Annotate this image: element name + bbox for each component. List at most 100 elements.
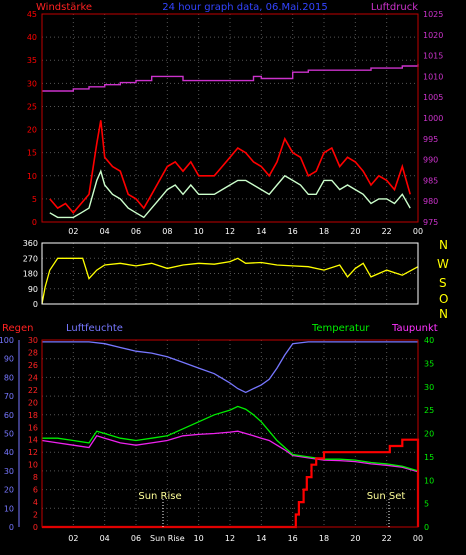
- rain-tick-label: 2: [33, 511, 38, 520]
- humidity-tick-label: 0: [9, 523, 14, 532]
- humidity-tick-label: 70: [4, 392, 14, 401]
- rain-tick-label: 12: [28, 448, 38, 457]
- wind-tick-label: 40: [27, 33, 37, 42]
- temperature-tick-label: 35: [424, 359, 434, 368]
- rain-axis-label: Regen: [2, 323, 34, 334]
- wind-tick-label: 25: [27, 102, 37, 111]
- humidity-tick-label: 100: [0, 336, 14, 345]
- compass-w: W: [437, 257, 449, 271]
- temperature-tick-label: 30: [424, 383, 434, 392]
- humidity-axis-label: Luftfeuchte: [66, 323, 123, 334]
- compass-o: O: [439, 292, 448, 306]
- panel3-series: [41, 341, 420, 529]
- rain-tick-label: 10: [28, 461, 38, 470]
- temperature-tick-label: 25: [424, 406, 434, 415]
- direction-tick-label: 180: [23, 270, 38, 279]
- time-tick-label: 22: [382, 227, 392, 236]
- wind-tick-label: 5: [32, 195, 37, 204]
- time-tick-label: 18: [319, 534, 329, 543]
- rain-line: [42, 438, 420, 529]
- compass-n-bottom: N: [439, 307, 448, 321]
- pressure-tick-label: 1010: [423, 72, 443, 81]
- panel1-frame: [41, 13, 419, 223]
- pressure-line: [42, 63, 419, 92]
- wind-speed-axis-label: Windstärke: [36, 2, 92, 13]
- rain-tick-label: 0: [33, 523, 38, 532]
- sun-rise-label: Sun Rise: [138, 491, 181, 502]
- wind-tick-label: 10: [27, 172, 37, 181]
- pressure-tick-label: 1025: [423, 10, 443, 19]
- dewpoint-axis-label: Taupunkt: [391, 323, 438, 334]
- temperature-tick-label: 40: [424, 336, 434, 345]
- humidity-tick-label: 20: [4, 486, 14, 495]
- time-tick-label: 12: [225, 534, 235, 543]
- panel1-series: [42, 63, 419, 219]
- wind-tick-label: 20: [27, 126, 37, 135]
- temperature-tick-label: 5: [424, 500, 429, 509]
- time-tick-label: 20: [350, 227, 360, 236]
- time-tick-label: 10: [194, 534, 204, 543]
- time-tick-label: 02: [68, 227, 78, 236]
- time-tick-label: 14: [256, 227, 266, 236]
- temperature-line: [42, 405, 419, 472]
- panel3-grid: [42, 339, 419, 528]
- time-tick-label: 22: [382, 534, 392, 543]
- panel2-grid: [42, 242, 419, 305]
- humidity-tick-label: 80: [4, 373, 14, 382]
- temperature-tick-label: 10: [424, 476, 434, 485]
- rain-tick-label: 18: [28, 411, 38, 420]
- compass-s: S: [439, 276, 447, 290]
- wind-tick-label: 45: [27, 10, 37, 19]
- humidity-tick-label: 40: [4, 448, 14, 457]
- time-tick-label: 12: [225, 227, 235, 236]
- pressure-axis-label: Luftdruck: [371, 2, 418, 13]
- panel1-ticks: 0510152025303540459759809859909951000100…: [27, 10, 444, 236]
- wind-average-line: [49, 169, 411, 219]
- time-tick-label: 04: [100, 227, 110, 236]
- panel-wind-pressure: Windstärke 24 hour graph data, 06.Mai.20…: [27, 2, 444, 236]
- pressure-tick-label: 985: [423, 176, 438, 185]
- direction-tick-label: 0: [33, 300, 38, 309]
- wind-tick-label: 30: [27, 79, 37, 88]
- pressure-tick-label: 1015: [423, 52, 443, 61]
- humidity-tick-label: 30: [4, 467, 14, 476]
- panel-humidity-temperature: Regen Luftfeuchte Temperatur Taupunkt Su…: [0, 323, 438, 543]
- time-tick-label: 06: [131, 534, 141, 543]
- rain-tick-label: 28: [28, 348, 38, 357]
- wind-tick-label: 35: [27, 56, 37, 65]
- pressure-tick-label: 975: [423, 218, 438, 227]
- rain-tick-label: 6: [33, 486, 38, 495]
- time-tick-label: 18: [319, 227, 329, 236]
- rain-tick-label: 14: [28, 436, 38, 445]
- pressure-tick-label: 1005: [423, 93, 443, 102]
- rain-tick-label: 24: [28, 373, 38, 382]
- direction-tick-label: 360: [23, 239, 38, 248]
- temperature-tick-label: 15: [424, 453, 434, 462]
- time-tick-label: 06: [131, 227, 141, 236]
- time-tick-label: 00: [413, 534, 423, 543]
- dewpoint-line: [41, 430, 419, 473]
- rain-tick-label: 20: [28, 398, 38, 407]
- time-tick-label: 02: [68, 534, 78, 543]
- panel-wind-direction: 0 90 180 270 360 N W S O N: [23, 238, 449, 321]
- temperature-axis-label: Temperatur: [311, 323, 370, 334]
- compass-n-top: N: [439, 238, 448, 252]
- time-tick-label: 14: [256, 534, 266, 543]
- wind-tick-label: 15: [27, 149, 37, 158]
- pressure-tick-label: 1000: [423, 114, 443, 123]
- graph-title: 24 hour graph data, 06.Mai.2015: [162, 2, 327, 13]
- sun-set-label: Sun Set: [367, 491, 406, 502]
- pressure-tick-label: 995: [423, 135, 438, 144]
- direction-tick-label: 90: [28, 285, 38, 294]
- time-tick-label: 04: [100, 534, 110, 543]
- time-tick-label: Sun Rise: [150, 534, 185, 543]
- panel3-frame: [41, 339, 419, 528]
- panel1-grid: [42, 13, 419, 223]
- time-tick-label: 10: [194, 227, 204, 236]
- wind-direction-line: [41, 257, 419, 305]
- pressure-tick-label: 980: [423, 197, 438, 206]
- wind-tick-label: 0: [32, 218, 37, 227]
- rain-tick-label: 30: [28, 336, 38, 345]
- time-tick-label: 00: [413, 227, 423, 236]
